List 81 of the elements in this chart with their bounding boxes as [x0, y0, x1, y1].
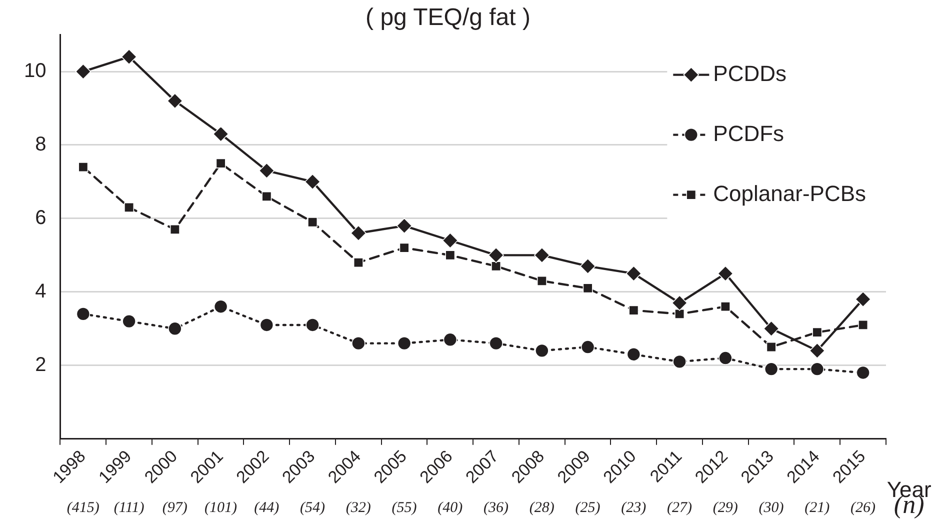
text: (101) — [204, 500, 238, 516]
point — [582, 283, 593, 294]
text: (415) — [66, 500, 100, 516]
point — [856, 366, 870, 380]
point — [626, 347, 641, 362]
text: (97) — [162, 500, 188, 516]
point — [442, 232, 458, 248]
point — [167, 93, 183, 109]
text: (40) — [438, 500, 463, 516]
point — [766, 342, 776, 352]
point — [672, 354, 686, 369]
point — [718, 351, 732, 365]
point — [75, 64, 92, 80]
text: (54) — [300, 500, 326, 516]
point — [488, 247, 504, 264]
point — [764, 362, 778, 376]
y-tick-label: 2 — [35, 354, 46, 376]
text: (29) — [712, 500, 738, 516]
point — [308, 217, 318, 228]
point — [121, 48, 137, 65]
point — [810, 362, 824, 376]
point — [535, 344, 549, 358]
point — [306, 318, 320, 332]
text: (21) — [804, 500, 830, 516]
point — [122, 314, 136, 328]
point — [674, 308, 685, 319]
legend-label: Coplanar-PCBs — [713, 180, 866, 206]
point — [76, 307, 90, 321]
chart-title: ( pg TEQ/g fat ) — [366, 4, 530, 32]
point — [763, 320, 780, 337]
point — [626, 266, 642, 282]
point — [260, 318, 274, 332]
point — [672, 295, 688, 311]
point — [628, 305, 639, 316]
point — [718, 266, 734, 282]
point — [809, 342, 826, 359]
point — [396, 218, 412, 234]
point — [489, 336, 503, 350]
text: (55) — [392, 500, 417, 516]
point — [124, 202, 134, 212]
point — [78, 162, 88, 172]
point — [536, 276, 547, 286]
point — [304, 174, 320, 190]
y-tick-label: 6 — [35, 206, 46, 229]
text: (44) — [254, 500, 280, 516]
point — [212, 126, 229, 142]
text: (28) — [529, 500, 554, 516]
point — [580, 340, 595, 354]
text: (26) — [850, 500, 876, 516]
point — [170, 224, 180, 234]
point — [580, 258, 596, 274]
point — [491, 261, 502, 272]
text: (30) — [758, 500, 784, 516]
text: (25) — [575, 500, 600, 516]
y-tick-label: 8 — [35, 134, 46, 156]
point — [258, 162, 275, 179]
point — [216, 158, 226, 168]
point — [534, 247, 550, 264]
point — [445, 250, 456, 260]
point — [443, 332, 458, 347]
text: (111) — [114, 500, 144, 516]
text: (36) — [484, 500, 509, 516]
point — [812, 327, 822, 338]
point — [399, 242, 410, 253]
text: (23) — [621, 500, 646, 516]
point — [352, 336, 366, 350]
point — [353, 258, 364, 268]
point — [858, 320, 868, 330]
point — [720, 302, 730, 312]
y-tick-label: 4 — [35, 280, 46, 302]
point — [168, 322, 182, 336]
point — [855, 291, 871, 308]
point — [397, 336, 412, 350]
point — [350, 225, 366, 242]
legend-label: PCDDs — [713, 60, 787, 86]
y-tick-label: 10 — [24, 60, 46, 82]
point — [214, 300, 228, 314]
text: (32) — [346, 500, 371, 516]
point — [262, 191, 272, 202]
legend-label: PCDFs — [713, 120, 784, 146]
text: (27) — [667, 500, 692, 516]
